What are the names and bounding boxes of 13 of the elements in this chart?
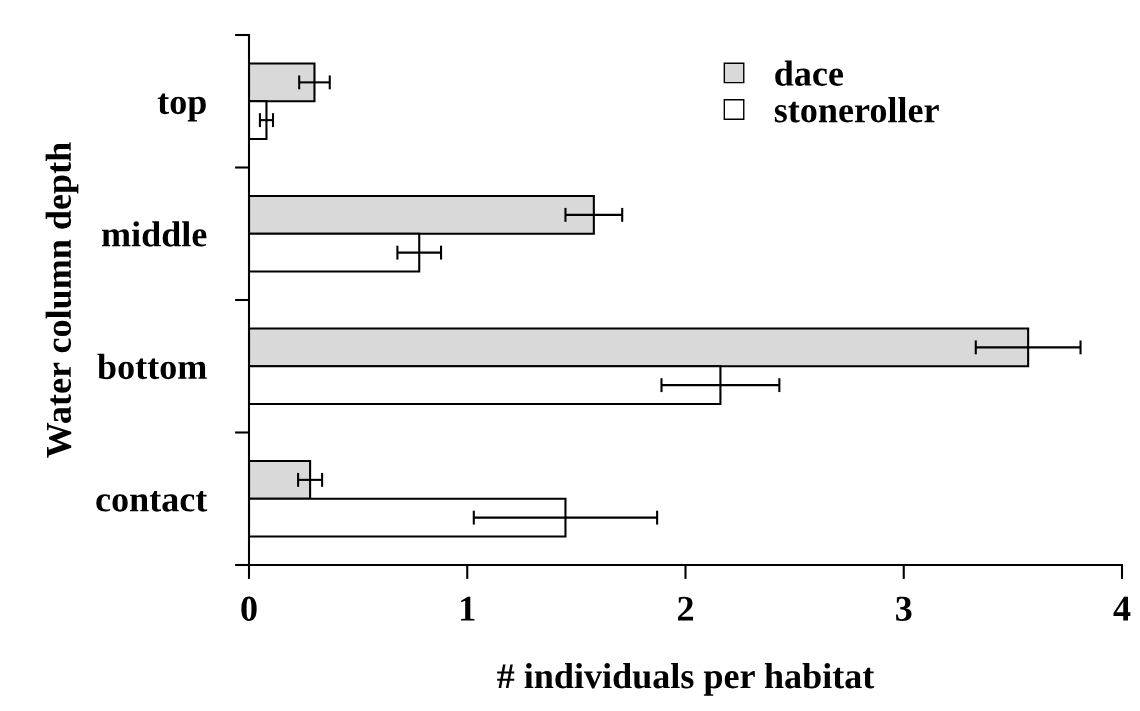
x-tick-label: 1 [461, 596, 475, 621]
x-tick-label: 4 [1113, 596, 1131, 621]
y-tick-label: contact [96, 490, 208, 512]
y-axis-title: Water column depth [45, 142, 79, 458]
y-tick-label: top [157, 93, 206, 122]
y-tick-label: bottom [97, 353, 207, 380]
y-tick-label: middle [101, 221, 207, 247]
x-axis-title: # individuals per habitat [497, 663, 875, 696]
legend-label: stoneroller [774, 97, 939, 123]
x-tick-label: 2 [677, 596, 693, 621]
x-tick-label: 0 [241, 596, 257, 621]
x-tick-label: 3 [896, 596, 912, 621]
legend-label: dace [775, 60, 844, 86]
